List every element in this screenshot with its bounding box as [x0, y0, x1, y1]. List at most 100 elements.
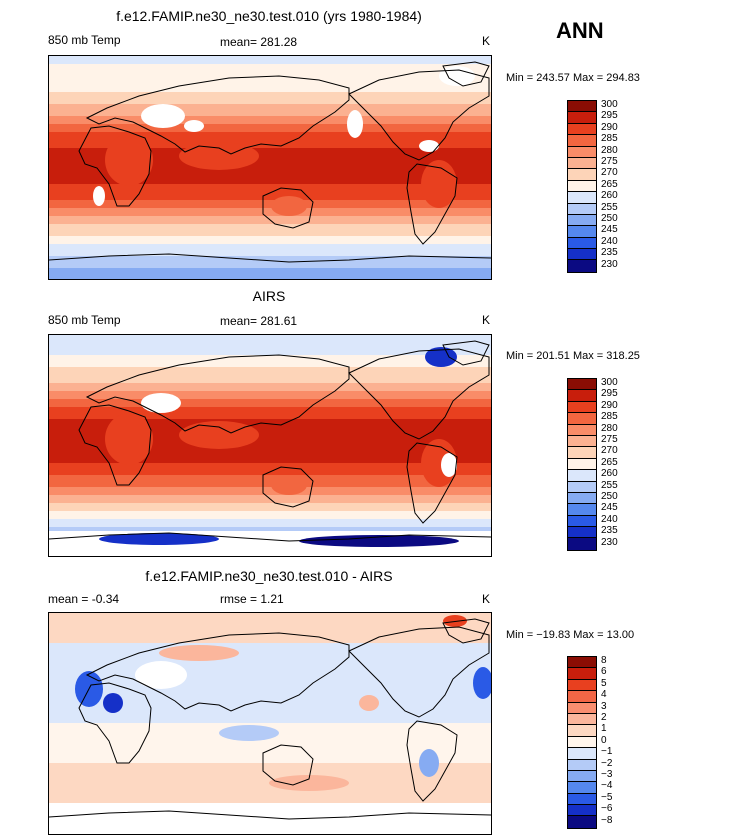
zonal-band — [49, 68, 491, 73]
colorbar-box — [568, 657, 596, 669]
colorbar-tick-label: −2 — [601, 757, 613, 769]
colorbar-tick-label: −5 — [601, 791, 613, 803]
colorbar-tick-label: 255 — [601, 201, 618, 213]
zonal-band — [49, 447, 491, 452]
zonal-band — [49, 415, 491, 420]
colorbar-box — [568, 504, 596, 516]
colorbar-box — [568, 691, 596, 703]
panel3-minmax: Min = −19.83 Max = 13.00 — [506, 629, 635, 641]
coastline — [442, 618, 490, 644]
panel2-title: AIRS — [252, 288, 286, 304]
zonal-band — [49, 140, 491, 145]
coastline — [85, 354, 350, 434]
panel2-mean-label: mean= 281.61 — [220, 314, 298, 328]
colorbar-box — [568, 169, 596, 181]
zonal-band — [49, 395, 491, 400]
colorbar-tick-label: 260 — [601, 190, 618, 202]
colorbar-box — [568, 214, 596, 227]
zonal-band — [49, 244, 491, 249]
zonal-band — [49, 136, 491, 141]
panel2-map — [48, 334, 492, 557]
zonal-band — [49, 387, 491, 392]
missing-data — [93, 186, 105, 206]
panel3-title: f.e12.FAMIP.ne30_ne30.test.010 - AIRS — [145, 568, 393, 584]
zonal-band — [49, 431, 491, 436]
missing-data — [441, 453, 457, 477]
colorbar-box — [568, 816, 596, 828]
zonal-band — [49, 351, 491, 356]
zonal-band — [49, 391, 491, 396]
zonal-band — [49, 120, 491, 125]
colorbar-box — [568, 260, 596, 272]
zonal-band — [49, 503, 491, 508]
colorbar-tick-label: 265 — [601, 178, 618, 190]
zonal-band — [49, 216, 491, 221]
zonal-band — [49, 100, 491, 105]
colorbar-tick-label: −8 — [601, 814, 613, 826]
panel3-colorbar — [567, 656, 597, 829]
zonal-band — [49, 96, 491, 101]
colorbar-tick-label: 265 — [601, 456, 618, 468]
colorbar-box — [568, 748, 596, 760]
colorbar-box — [568, 157, 596, 170]
zonal-band — [49, 411, 491, 416]
panel1-title: f.e12.FAMIP.ne30_ne30.test.010 (yrs 1980… — [116, 8, 422, 24]
colorbar-box — [568, 203, 596, 215]
zonal-band — [49, 527, 491, 532]
colorbar-box — [568, 481, 596, 493]
zonal-band — [49, 176, 491, 181]
zonal-band — [49, 56, 491, 61]
zonal-band — [49, 268, 491, 273]
zonal-band — [49, 363, 491, 368]
colorbar-box — [568, 805, 596, 817]
missing-data — [141, 393, 181, 413]
cold-region — [299, 535, 459, 547]
colorbar-box — [568, 702, 596, 714]
zonal-band — [49, 423, 491, 428]
colorbar-box — [568, 226, 596, 238]
coastline — [406, 720, 458, 802]
coastline — [442, 61, 490, 87]
zonal-band — [49, 196, 491, 201]
panel1-units: K — [482, 34, 491, 48]
colorbar-tick-label: 245 — [601, 224, 618, 236]
colorbar-tick-label: 4 — [601, 689, 607, 701]
colorbar-box — [568, 713, 596, 726]
coastline — [262, 466, 314, 508]
zonal-band — [49, 439, 491, 444]
warm-region — [271, 196, 307, 216]
colorbar-tick-label: 285 — [601, 411, 618, 423]
colorbar-box — [568, 424, 596, 436]
zonal-band — [49, 343, 491, 348]
zonal-band — [49, 240, 491, 245]
zonal-band — [49, 192, 491, 197]
panel3-units: K — [482, 592, 491, 606]
zonal-band — [49, 92, 491, 97]
diff-band — [49, 613, 491, 643]
panel1-colorbar — [567, 100, 597, 273]
colorbar-tick-label: 230 — [601, 258, 618, 270]
colorbar-tick-label: 235 — [601, 525, 618, 537]
colorbar-tick-label: 290 — [601, 399, 618, 411]
coastline — [406, 442, 458, 524]
zonal-band — [49, 104, 491, 109]
colorbar-box — [568, 458, 596, 471]
zonal-band — [49, 335, 491, 340]
zonal-band — [49, 491, 491, 496]
coastline — [78, 404, 152, 486]
zonal-band — [49, 451, 491, 456]
colorbar-tick-label: 250 — [601, 491, 618, 502]
colorbar-box — [568, 782, 596, 794]
colorbar-box — [568, 515, 596, 528]
panel2-left-label: 850 mb Temp — [48, 313, 121, 327]
colorbar-box — [568, 237, 596, 250]
colorbar-box — [568, 527, 596, 539]
coastline — [406, 163, 458, 245]
zonal-band — [49, 108, 491, 113]
zonal-band — [49, 407, 491, 412]
zonal-band — [49, 256, 491, 261]
zonal-band — [49, 260, 491, 265]
zonal-band — [49, 479, 491, 484]
warm-bias — [359, 695, 379, 711]
zonal-band — [49, 276, 491, 279]
